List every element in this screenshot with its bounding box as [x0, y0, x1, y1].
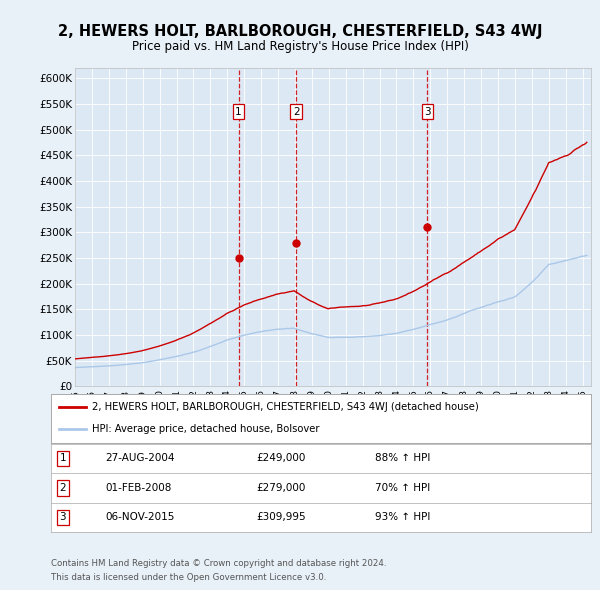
Text: £249,000: £249,000 [256, 454, 305, 463]
Text: 93% ↑ HPI: 93% ↑ HPI [375, 513, 430, 522]
Text: 01-FEB-2008: 01-FEB-2008 [105, 483, 172, 493]
Text: 3: 3 [59, 513, 66, 522]
Text: 70% ↑ HPI: 70% ↑ HPI [375, 483, 430, 493]
Text: HPI: Average price, detached house, Bolsover: HPI: Average price, detached house, Bols… [91, 424, 319, 434]
Text: This data is licensed under the Open Government Licence v3.0.: This data is licensed under the Open Gov… [51, 573, 326, 582]
Text: Price paid vs. HM Land Registry's House Price Index (HPI): Price paid vs. HM Land Registry's House … [131, 40, 469, 53]
Text: £309,995: £309,995 [256, 513, 306, 522]
Text: 1: 1 [59, 454, 66, 463]
Text: 1: 1 [235, 107, 242, 117]
Text: 88% ↑ HPI: 88% ↑ HPI [375, 454, 430, 463]
Text: 3: 3 [424, 107, 431, 117]
Text: 2: 2 [59, 483, 66, 493]
Text: Contains HM Land Registry data © Crown copyright and database right 2024.: Contains HM Land Registry data © Crown c… [51, 559, 386, 568]
Text: 06-NOV-2015: 06-NOV-2015 [105, 513, 175, 522]
Text: 2: 2 [293, 107, 299, 117]
Text: 27-AUG-2004: 27-AUG-2004 [105, 454, 175, 463]
Text: £279,000: £279,000 [256, 483, 305, 493]
Text: 2, HEWERS HOLT, BARLBOROUGH, CHESTERFIELD, S43 4WJ: 2, HEWERS HOLT, BARLBOROUGH, CHESTERFIEL… [58, 24, 542, 38]
Text: 2, HEWERS HOLT, BARLBOROUGH, CHESTERFIELD, S43 4WJ (detached house): 2, HEWERS HOLT, BARLBOROUGH, CHESTERFIEL… [91, 402, 478, 412]
